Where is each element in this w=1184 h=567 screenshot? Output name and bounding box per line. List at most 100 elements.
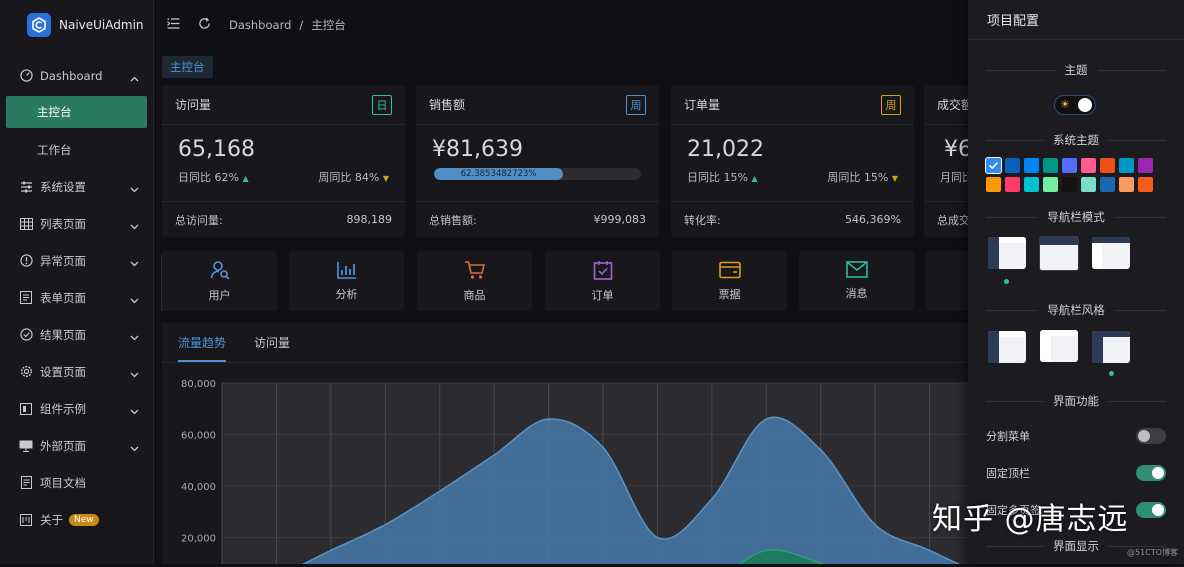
calendar-check-icon: [593, 260, 613, 283]
fixed-tabs-switch[interactable]: [1136, 502, 1166, 518]
theme-toggle[interactable]: ☀: [1054, 95, 1096, 115]
color-swatch[interactable]: [1100, 177, 1115, 192]
chevron-down-icon: [130, 219, 139, 233]
sliders-icon: [19, 180, 33, 194]
sidebar: NaiveUiAdmin Dashboard 主控台 工作台 系统设置 列表页面…: [0, 0, 154, 564]
color-swatch[interactable]: [1062, 158, 1077, 173]
color-swatch[interactable]: [1119, 177, 1134, 192]
shortcut-analysis[interactable]: 分析: [289, 251, 404, 311]
section-label: 界面显示: [1053, 538, 1099, 554]
sidebar-item-components[interactable]: 组件示例: [0, 390, 153, 427]
sidebar-item-form-pages[interactable]: 表单页面: [0, 279, 153, 316]
new-badge: New: [69, 514, 99, 526]
split-menu-switch[interactable]: [1136, 428, 1166, 444]
chevron-down-icon: [130, 256, 139, 270]
color-swatch[interactable]: [1138, 158, 1153, 173]
color-swatch[interactable]: [1024, 158, 1039, 173]
color-swatch[interactable]: [1138, 177, 1153, 192]
sidebar-item-exception-pages[interactable]: 异常页面: [0, 242, 153, 279]
shortcut-messages[interactable]: 消息: [799, 251, 914, 311]
color-swatch[interactable]: [1081, 177, 1096, 192]
color-swatch[interactable]: [1100, 158, 1115, 173]
menu-collapse-icon[interactable]: [167, 18, 180, 32]
trend-up-icon: ▲: [242, 174, 248, 183]
color-swatches: [986, 158, 1153, 192]
nav-style-header-dark[interactable]: [1092, 331, 1130, 363]
selected-dot: [1109, 371, 1114, 376]
section-label: 系统主题: [1053, 132, 1099, 148]
color-swatch[interactable]: [986, 177, 1001, 192]
component-icon: [19, 402, 33, 416]
fixed-header-switch[interactable]: [1136, 465, 1166, 481]
compare-value: 15%: [864, 171, 888, 184]
breadcrumb: Dashboard / 主控台: [229, 17, 346, 33]
footer-label: 总访问量:: [175, 212, 223, 228]
color-swatch[interactable]: [1043, 158, 1058, 173]
breadcrumb-item[interactable]: 主控台: [311, 17, 346, 33]
color-swatch[interactable]: [1005, 158, 1020, 173]
tab-traffic-trend[interactable]: 流量趋势: [178, 334, 226, 362]
color-swatch[interactable]: [1119, 158, 1134, 173]
shortcut-invoices[interactable]: 票据: [672, 251, 787, 311]
sidebar-item-label: Dashboard: [40, 69, 102, 83]
toggle-knob: [1152, 504, 1164, 516]
nav-mode-mixed-menu[interactable]: [1092, 237, 1130, 269]
sidebar-item-label: 外部页面: [40, 438, 86, 454]
footer-label: 总销售额:: [429, 212, 477, 228]
sun-icon: ☀: [1060, 98, 1070, 111]
section-label: 导航栏模式: [1047, 209, 1105, 225]
mail-icon: [846, 261, 868, 281]
shortcut-user[interactable]: 用户: [162, 251, 277, 311]
refresh-icon[interactable]: [198, 17, 211, 33]
sidebar-item-list-pages[interactable]: 列表页面: [0, 205, 153, 242]
watermark-small: @51CTO博客: [1127, 547, 1178, 558]
sidebar-item-label: 列表页面: [40, 216, 86, 232]
breadcrumb-item[interactable]: Dashboard: [229, 18, 291, 32]
section-features: 界面功能: [986, 393, 1166, 409]
chevron-down-icon: [130, 367, 139, 381]
nav-mode-left-menu[interactable]: [988, 237, 1026, 269]
about-icon: [19, 513, 33, 527]
breadcrumb-separator: /: [299, 18, 303, 32]
sidebar-item-label: 关于: [40, 512, 63, 528]
tabs-bar: 主控台: [155, 50, 984, 82]
nav-style-light[interactable]: [1040, 330, 1078, 362]
sidebar-item-settings-pages[interactable]: 设置页面: [0, 353, 153, 390]
shortcut-orders[interactable]: 订单: [545, 251, 660, 311]
sidebar-item-external-pages[interactable]: 外部页面: [0, 427, 153, 464]
footer-value: 546,369%: [845, 213, 901, 226]
wallet-icon: [719, 261, 741, 282]
color-swatch[interactable]: [1005, 177, 1020, 192]
sidebar-item-workbench[interactable]: 工作台: [0, 131, 153, 168]
orders-card: 订单量周 21,022 日同比 15% ▲ 周同比 15% ▼ 转化率:546,…: [671, 85, 914, 237]
logo[interactable]: NaiveUiAdmin: [0, 0, 153, 50]
nav-style-dark[interactable]: [988, 331, 1026, 363]
user-search-icon: [210, 260, 230, 283]
card-title: 访问量: [175, 96, 211, 113]
color-swatch[interactable]: [1024, 177, 1039, 192]
bar-chart-icon: [337, 261, 357, 282]
toggle-knob: [1152, 467, 1164, 479]
shortcut-label: 消息: [846, 285, 868, 301]
card-title: 销售额: [429, 96, 465, 113]
cart-icon: [464, 260, 486, 283]
sidebar-item-project-docs[interactable]: 项目文档: [0, 464, 153, 501]
color-swatch[interactable]: [986, 158, 1001, 173]
toggle-label: 分割菜单: [986, 428, 1030, 444]
sidebar-item-about[interactable]: 关于 New: [0, 501, 153, 538]
color-swatch[interactable]: [1062, 177, 1077, 192]
color-swatch[interactable]: [1081, 158, 1096, 173]
document-icon: [19, 476, 33, 490]
nav-mode-top-menu[interactable]: [1039, 236, 1079, 271]
sidebar-item-label: 结果页面: [40, 327, 86, 343]
tab-console[interactable]: 主控台: [162, 56, 213, 78]
sidebar-item-result-pages[interactable]: 结果页面: [0, 316, 153, 353]
sidebar-item-dashboard[interactable]: Dashboard: [0, 57, 153, 94]
color-swatch[interactable]: [1043, 177, 1058, 192]
sidebar-item-console[interactable]: 主控台: [6, 96, 147, 128]
tab-visits[interactable]: 访问量: [254, 334, 290, 362]
shortcut-products[interactable]: 商品: [417, 251, 532, 311]
sidebar-item-label: 主控台: [37, 104, 72, 120]
sidebar-item-label: 设置页面: [40, 364, 86, 380]
sidebar-item-system-settings[interactable]: 系统设置: [0, 168, 153, 205]
